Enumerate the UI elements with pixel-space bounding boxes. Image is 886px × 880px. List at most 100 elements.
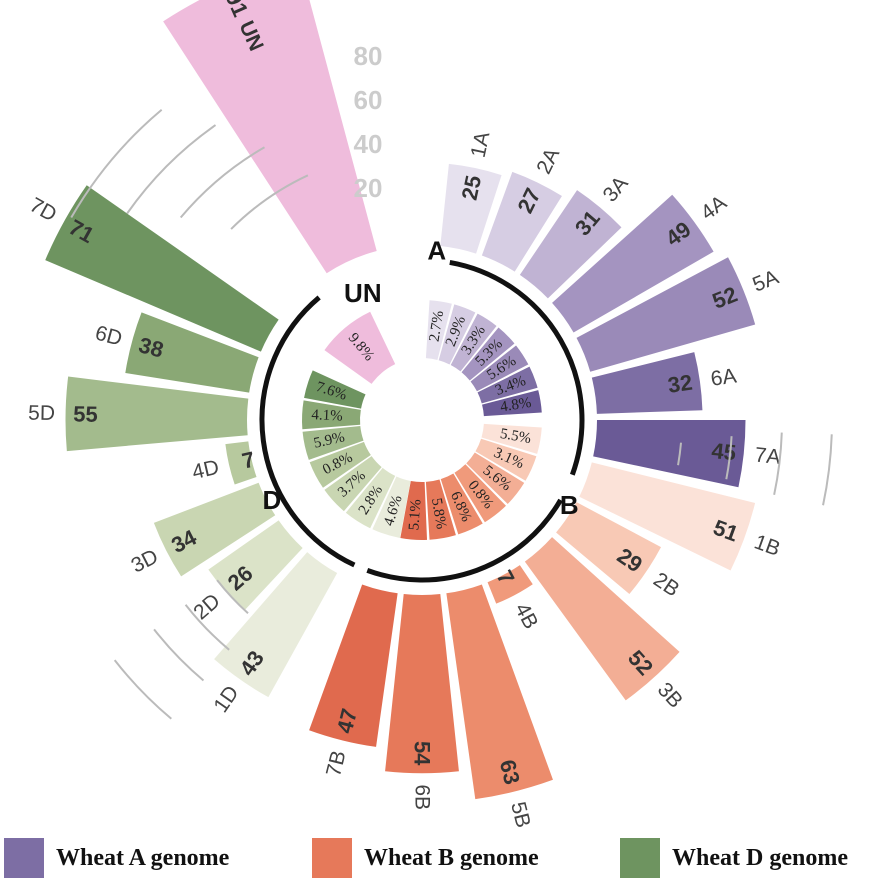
scale-tick-60: 60 — [354, 85, 383, 115]
donut-slice-1a — [425, 300, 452, 360]
donut-pct-1a: 2.7% — [427, 309, 448, 342]
donut-slice-4d — [309, 441, 371, 488]
bar-5b — [446, 584, 553, 800]
bar-un — [163, 0, 377, 274]
category-label-2d: 2D — [189, 589, 224, 624]
grid-arc-nw-1 — [179, 146, 266, 219]
category-label-7b: 7B — [322, 748, 351, 778]
grid-arc-e-3 — [822, 434, 833, 506]
scale-tick-40: 40 — [354, 129, 383, 159]
grid-arc-nw-0 — [230, 174, 309, 230]
bar-7b — [309, 584, 398, 747]
bar-4d — [225, 441, 257, 485]
donut-slice-2a — [438, 304, 476, 365]
donut-slice-5a — [470, 345, 529, 392]
donut-slice-7b — [400, 480, 428, 540]
value-label-5d: 55 — [73, 401, 98, 426]
value-label-5b: 63 — [495, 757, 525, 787]
legend-swatch-b — [312, 838, 352, 878]
legend: Wheat A genome Wheat B genome Wheat D ge… — [0, 826, 886, 880]
category-label-1d: 1D — [209, 682, 243, 717]
donut-pct-1b: 5.5% — [499, 426, 533, 447]
bar-1a — [440, 163, 502, 254]
bar-2d — [208, 520, 303, 611]
category-label-7d: 7D — [26, 193, 61, 226]
bar-3d — [153, 482, 276, 577]
donut-slice-5b — [440, 473, 483, 535]
value-label-7a: 45 — [710, 438, 737, 465]
group-letter-un: UN — [344, 278, 382, 308]
grid-arc-sw-0 — [216, 579, 249, 614]
group-arc-a — [449, 259, 585, 476]
scale-tick-80: 80 — [354, 41, 383, 71]
category-label-2a: 2A — [532, 144, 564, 177]
grid-arc-e-2 — [773, 432, 783, 496]
bar-7d — [45, 185, 279, 352]
donut-slice-6d — [302, 400, 361, 430]
value-label-7b: 47 — [332, 706, 362, 736]
donut-slice-5d — [302, 426, 364, 460]
bar-6b — [385, 594, 459, 774]
value-label-6b: 54 — [410, 741, 435, 766]
group-letter-b: B — [560, 490, 579, 520]
donut-slice-3b — [466, 452, 525, 504]
legend-label-b: Wheat B genome — [364, 844, 539, 871]
category-label-1a: 1A — [467, 130, 495, 160]
category-label-5a: 5A — [749, 266, 781, 297]
bar-6a — [591, 352, 703, 414]
grid-arc-e-1 — [725, 436, 733, 480]
donut-slice-3a — [450, 313, 497, 372]
legend-item-b-genome: Wheat B genome — [312, 838, 539, 878]
legend-item-a-genome: Wheat A genome — [4, 838, 229, 878]
bar-4b — [487, 565, 533, 604]
donut-slice-2b — [475, 438, 537, 481]
category-label-3a: 3A — [599, 172, 633, 206]
grid-arc-nw-3 — [70, 108, 163, 219]
bar-2a — [481, 171, 562, 272]
legend-label-a: Wheat A genome — [56, 844, 230, 871]
bar-5d — [65, 376, 249, 452]
donut-slice-1b — [481, 423, 542, 454]
donut-slice-6b — [425, 479, 456, 540]
bar-6d — [125, 312, 259, 393]
donut-slice-4b — [454, 464, 506, 523]
bar-2b — [556, 502, 662, 595]
bar-3b — [524, 537, 680, 701]
category-label-6a: 6A — [709, 364, 738, 390]
legend-label-d: Wheat D genome — [672, 844, 848, 871]
donut-slice-1d — [372, 476, 411, 538]
donut-slice-3d — [324, 456, 382, 512]
bar-1b — [579, 462, 756, 571]
category-label-1b: 1B — [751, 530, 783, 560]
donut-slice-4a — [461, 327, 515, 381]
group-arc-d — [259, 295, 356, 568]
group-letter-a: A — [427, 236, 446, 266]
grid-arc-e-0 — [677, 442, 683, 466]
legend-item-d-genome: Wheat D genome — [620, 838, 848, 878]
grid-arc-nw-2 — [126, 124, 217, 215]
group-arc-b — [366, 498, 563, 583]
bar-4a — [552, 194, 714, 333]
donut-slice-7d — [304, 370, 366, 409]
donut-pct-5d: 5.9% — [312, 429, 346, 451]
group-letter-d: D — [263, 485, 282, 515]
bar-3a — [519, 190, 622, 299]
value-label-6a: 32 — [666, 370, 694, 398]
scale-tick-20: 20 — [354, 173, 383, 203]
donut-slice-6a — [477, 366, 538, 404]
donut-slice-2d — [345, 467, 396, 529]
bar-1d — [214, 552, 338, 698]
donut-pct-6b: 5.8% — [428, 497, 449, 531]
category-label-4d: 4D — [190, 456, 221, 484]
grid-arc-sw-2 — [153, 628, 205, 682]
value-label-1a: 25 — [457, 173, 487, 202]
donut-pct-7a: 4.8% — [499, 395, 532, 416]
legend-swatch-a — [4, 838, 44, 878]
category-label-2b: 2B — [649, 568, 683, 601]
donut-pct-6d: 4.1% — [311, 407, 343, 424]
donut-pct-7b: 5.1% — [406, 499, 424, 531]
legend-swatch-d — [620, 838, 660, 878]
category-label-6b: 6B — [411, 784, 434, 810]
category-label-5d: 5D — [28, 402, 55, 425]
